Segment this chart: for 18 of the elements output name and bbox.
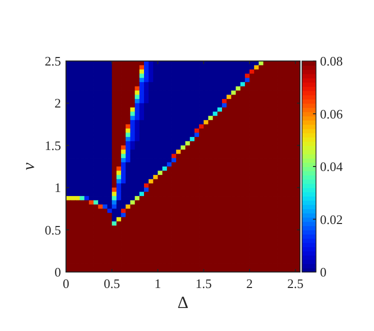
x-tick-label: 1.5 (196, 276, 212, 291)
color-bar-label: 0.06 (320, 106, 344, 122)
y-axis-title: v (19, 162, 38, 170)
y-tick-label: 0 (54, 264, 61, 280)
y-tick-label: 2 (54, 96, 61, 111)
x-tick-label: 0.5 (104, 276, 120, 291)
y-tick-label: 0.5 (44, 222, 61, 238)
y-tick-label: 2.5 (44, 54, 61, 68)
x-axis-title: Δ (178, 293, 189, 312)
color-bar-label: 0 (320, 264, 326, 280)
color-bar-label: 0.02 (320, 212, 343, 227)
y-tick-label: 1.5 (44, 138, 61, 153)
x-tick-label: 2.5 (287, 276, 304, 291)
color-bar-label: 0.04 (320, 159, 344, 174)
x-tick-label: 2 (246, 276, 253, 291)
x-tick-label: 1 (154, 276, 162, 291)
y-tick-label: 1 (54, 180, 61, 196)
color-bar-label: 0.08 (320, 54, 343, 68)
